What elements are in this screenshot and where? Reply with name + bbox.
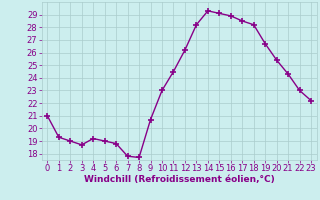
X-axis label: Windchill (Refroidissement éolien,°C): Windchill (Refroidissement éolien,°C): [84, 175, 275, 184]
